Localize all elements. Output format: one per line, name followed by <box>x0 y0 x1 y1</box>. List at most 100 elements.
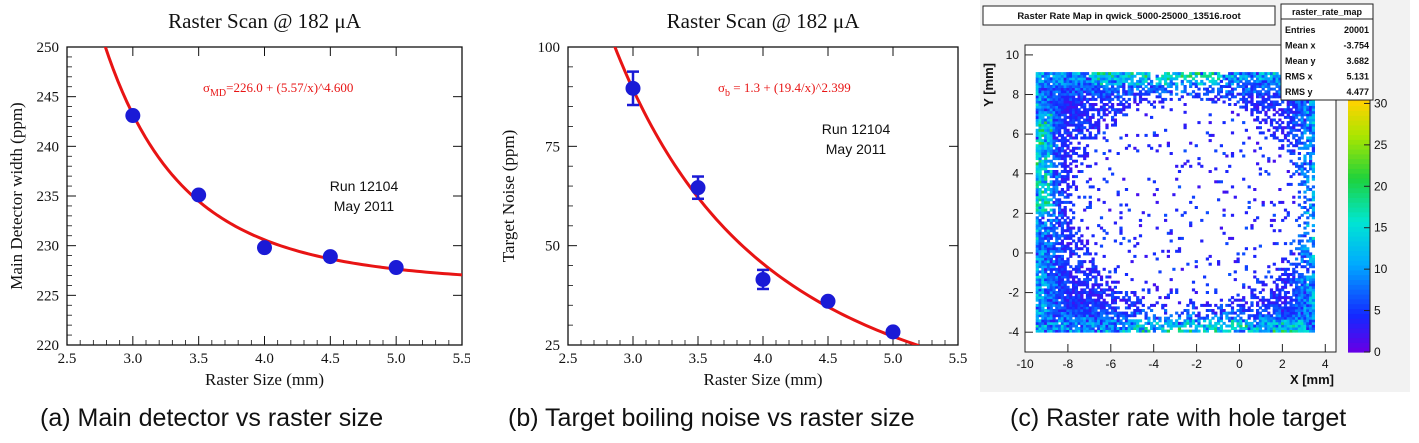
data-point <box>625 80 641 96</box>
x-tick-label: 5.0 <box>387 351 406 367</box>
x-tick-label: 3.0 <box>624 351 643 367</box>
fit-label-formula: =226.0 + (5.57/x)^4.600 <box>226 80 353 95</box>
y-axis-label: Main Detector width (ppm) <box>7 102 26 289</box>
main-detector-plot: Raster Scan @ 182 μA 2.5 3.0 3.5 4.0 4.5 5.0 5.… <box>7 9 471 389</box>
chart-title: Raster Rate Map in qwick_5000-25000_1351… <box>1017 11 1241 22</box>
fit-label: σb = 1.3 + (19.4/x)^2.399 <box>718 80 851 99</box>
fit-label-sub: MD <box>210 88 226 99</box>
stats-value: 5.131 <box>1346 72 1369 82</box>
fit-label-formula: = 1.3 + (19.4/x)^2.399 <box>730 80 851 95</box>
annotation-run: Run 12104 <box>822 121 891 137</box>
y-tick-label: -4 <box>1008 325 1019 339</box>
annotation-date: May 2011 <box>826 141 887 157</box>
y-tick-label: 230 <box>37 239 60 255</box>
x-tick-label: 4.0 <box>255 351 274 367</box>
y-tick-label: 250 <box>37 40 60 56</box>
x-tick-label: 5.5 <box>949 351 968 367</box>
y-tick-label: 50 <box>545 239 560 255</box>
chart-title: Raster Scan @ 182 μA <box>168 9 362 33</box>
z-tick-label: 30 <box>1374 96 1388 110</box>
y-tick-label: -2 <box>1008 286 1019 300</box>
stats-key: Mean y <box>1285 56 1316 66</box>
fit-label-sigma: σ <box>203 80 210 95</box>
stats-value: 3.682 <box>1346 56 1369 66</box>
y-tick-label: 245 <box>37 90 60 106</box>
z-tick-label: 15 <box>1374 221 1388 235</box>
annotation-run: Run 12104 <box>330 178 399 194</box>
target-noise-plot: Raster Scan @ 182 μA 2.5 3.0 3.5 4.0 4.5 5.0 5.… <box>499 9 968 389</box>
data-point <box>755 271 771 287</box>
x-tick-label: 4.0 <box>754 351 773 367</box>
x-tick-label: 2.5 <box>58 351 77 367</box>
y-tick-label: 6 <box>1012 127 1019 141</box>
x-tick-label: 2.5 <box>559 351 578 367</box>
caption-a: (a) Main detector vs raster size <box>40 404 384 432</box>
data-point <box>257 240 272 256</box>
stats-key: RMS y <box>1285 87 1313 97</box>
target-noise-chart: Raster Scan @ 182 μA 2.5 3.0 3.5 4.0 4.5 5.0 5.… <box>492 0 972 400</box>
y-tick-label: 4 <box>1012 167 1019 181</box>
x-tick-label: 2 <box>1279 357 1286 371</box>
data-point <box>191 187 207 203</box>
fit-label: σMD=226.0 + (5.57/x)^4.600 <box>203 80 353 99</box>
x-tick-label: 3.5 <box>689 351 708 367</box>
x-axis-label: Raster Size (mm) <box>205 370 324 389</box>
stats-box <box>1280 3 1374 101</box>
data-point <box>125 108 141 124</box>
data-point <box>690 180 706 196</box>
data-point <box>388 260 404 276</box>
y-tick-label: 220 <box>37 338 60 354</box>
stats-title: raster_rate_map <box>1292 7 1363 17</box>
raster-rate-map-plot: -10 -8 -6 -4 -2 0 2 4 -4 -2 0 2 4 6 8 10 X [mm] Y [mm] 0 5 1… <box>980 0 1410 392</box>
stats-value: 20001 <box>1344 25 1369 35</box>
x-tick-label: 0 <box>1236 357 1243 371</box>
stats-value: 4.477 <box>1346 87 1369 97</box>
fit-curve <box>613 47 920 345</box>
z-tick-label: 0 <box>1374 345 1381 359</box>
fit-label-sub: b <box>725 88 730 99</box>
x-tick-label: 5.5 <box>453 351 470 367</box>
x-tick-label: -4 <box>1148 357 1159 371</box>
y-axis-label: Y [mm] <box>981 63 996 107</box>
color-bar <box>1348 62 1370 353</box>
z-tick-label: 20 <box>1374 179 1388 193</box>
y-axis-label: Target Noise (ppm) <box>499 130 518 263</box>
stats-value: -3.754 <box>1343 41 1369 51</box>
caption-b: (b) Target boiling noise vs raster size <box>508 404 915 432</box>
stats-key: Mean x <box>1285 41 1316 51</box>
y-tick-label: 235 <box>37 189 60 205</box>
z-tick-label: 10 <box>1374 262 1388 276</box>
x-tick-label: 4.5 <box>321 351 340 367</box>
raster-rate-map: -10 -8 -6 -4 -2 0 2 4 -4 -2 0 2 4 6 8 10 X [mm] Y [mm] 0 5 1… <box>980 0 1410 392</box>
x-axis-label: Raster Size (mm) <box>704 370 823 389</box>
x-tick-label: 3.0 <box>123 351 142 367</box>
z-tick-label: 25 <box>1374 138 1388 152</box>
caption-c: (c) Raster rate with hole target <box>1010 404 1347 432</box>
y-tick-label: 75 <box>545 139 560 155</box>
x-tick-label: -6 <box>1105 357 1116 371</box>
x-tick-label: 4.5 <box>819 351 838 367</box>
chart-title: Raster Scan @ 182 μA <box>667 9 861 33</box>
stats-key: Entries <box>1285 25 1316 35</box>
x-tick-label: -8 <box>1063 357 1074 371</box>
annotation-date: May 2011 <box>334 198 395 214</box>
data-point <box>322 249 338 265</box>
y-tick-label: 240 <box>37 139 60 155</box>
y-tick-label: 2 <box>1012 206 1019 220</box>
stats-key: RMS x <box>1285 72 1313 82</box>
x-tick-label: -10 <box>1016 357 1034 371</box>
fit-curve <box>103 47 462 277</box>
y-tick-label: 225 <box>37 288 60 304</box>
y-tick-label: 100 <box>538 40 561 56</box>
y-tick-label: 0 <box>1012 246 1019 260</box>
x-tick-label: 5.0 <box>884 351 903 367</box>
y-tick-label: 25 <box>545 338 560 354</box>
fit-label-sigma: σ <box>718 80 725 95</box>
x-axis-label: X [mm] <box>1290 372 1334 387</box>
x-tick-label: 3.5 <box>189 351 208 367</box>
title-box <box>982 5 1276 26</box>
data-point <box>885 324 901 340</box>
y-tick-label: 10 <box>1006 48 1020 62</box>
main-detector-chart: Raster Scan @ 182 μA 2.5 3.0 3.5 4.0 4.5 5.0 5.… <box>0 0 471 400</box>
x-tick-label: 4 <box>1322 357 1329 371</box>
